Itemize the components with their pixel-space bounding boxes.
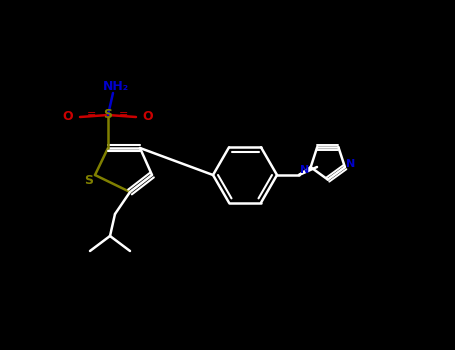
Text: S: S	[85, 174, 93, 187]
Text: =: =	[87, 109, 96, 119]
Text: O: O	[63, 111, 73, 124]
Text: O: O	[143, 111, 153, 124]
Text: S: S	[103, 108, 112, 121]
Text: NH₂: NH₂	[103, 79, 129, 92]
Text: N: N	[300, 165, 309, 175]
Text: =: =	[119, 109, 129, 119]
Text: N: N	[346, 159, 355, 169]
